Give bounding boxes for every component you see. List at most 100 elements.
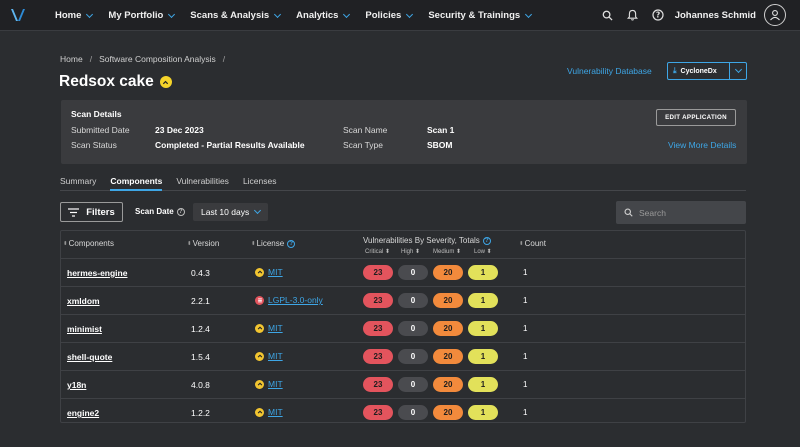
info-icon[interactable]: ? bbox=[176, 207, 185, 216]
sort-low[interactable]: Low ⬍ bbox=[474, 249, 492, 255]
component-link[interactable]: hermes-engine bbox=[67, 268, 128, 278]
critical-count-badge[interactable]: 23 bbox=[363, 293, 393, 308]
license-name: MIT bbox=[268, 267, 283, 277]
high-count-badge[interactable]: 0 bbox=[398, 265, 428, 280]
nav-analytics[interactable]: Analytics bbox=[296, 10, 351, 21]
search-icon[interactable] bbox=[597, 4, 619, 26]
breadcrumb-separator: / bbox=[89, 54, 93, 64]
component-count: 1 bbox=[523, 408, 528, 417]
license-link[interactable]: MIT bbox=[255, 267, 283, 277]
veracode-logo-icon[interactable] bbox=[10, 7, 26, 23]
medium-count-badge[interactable]: 20 bbox=[433, 265, 463, 280]
component-link[interactable]: xmldom bbox=[67, 296, 100, 306]
nav-home[interactable]: Home bbox=[55, 10, 94, 21]
user-name[interactable]: Johannes Schmid bbox=[674, 9, 756, 21]
page-title: Redsox cake bbox=[59, 73, 172, 91]
table-row[interactable]: shell-quote 1.5.4 MIT 23 0 20 1 1 bbox=[61, 342, 745, 370]
critical-count-badge[interactable]: 23 bbox=[363, 321, 393, 336]
component-link[interactable]: y18n bbox=[67, 380, 87, 390]
nav-policies[interactable]: Policies bbox=[365, 10, 414, 21]
expand-toggle-icon[interactable] bbox=[159, 76, 172, 88]
cyclonedx-download-button[interactable]: ⤓ CycloneDx bbox=[668, 63, 730, 79]
license-ok-icon bbox=[255, 351, 264, 361]
license-link[interactable]: MIT bbox=[255, 379, 283, 389]
column-header-count-label: Count bbox=[524, 239, 546, 248]
license-link[interactable]: MIT bbox=[255, 351, 283, 361]
high-count-badge[interactable]: 0 bbox=[398, 405, 428, 420]
cyclonedx-dropdown-toggle[interactable] bbox=[730, 65, 746, 74]
breadcrumb-home[interactable]: Home bbox=[60, 54, 83, 64]
nav-my-portfolio-label: My Portfolio bbox=[108, 10, 164, 21]
medium-count-badge[interactable]: 20 bbox=[433, 293, 463, 308]
column-header-license[interactable]: ⬍ License? bbox=[251, 239, 296, 248]
low-count-badge[interactable]: 1 bbox=[468, 321, 498, 336]
low-count-badge[interactable]: 1 bbox=[468, 405, 498, 420]
high-count-badge[interactable]: 0 bbox=[398, 293, 428, 308]
tab-licenses[interactable]: Licenses bbox=[242, 176, 277, 186]
avatar[interactable] bbox=[764, 4, 786, 26]
scan-date-select[interactable]: Last 10 days bbox=[193, 203, 268, 221]
medium-count-badge[interactable]: 20 bbox=[433, 405, 463, 420]
high-count-badge[interactable]: 0 bbox=[398, 321, 428, 336]
scan-date-text: Scan Date bbox=[135, 207, 174, 216]
critical-count-badge[interactable]: 23 bbox=[363, 265, 393, 280]
column-header-version[interactable]: ⬍ Version bbox=[187, 239, 219, 248]
table-row[interactable]: hermes-engine 0.4.3 MIT 23 0 20 1 1 bbox=[61, 258, 745, 286]
critical-count-badge[interactable]: 23 bbox=[363, 349, 393, 364]
nav-scans-analysis-label: Scans & Analysis bbox=[190, 10, 270, 21]
component-link[interactable]: minimist bbox=[67, 324, 102, 334]
high-count-badge[interactable]: 0 bbox=[398, 349, 428, 364]
low-count-badge[interactable]: 1 bbox=[468, 349, 498, 364]
info-icon[interactable]: ? bbox=[287, 239, 296, 248]
help-icon[interactable]: ? bbox=[647, 4, 669, 26]
tab-components[interactable]: Components bbox=[110, 176, 163, 191]
sort-icon: ⬍ bbox=[187, 240, 192, 247]
nav-security-trainings[interactable]: Security & Trainings bbox=[428, 10, 533, 21]
low-count-badge[interactable]: 1 bbox=[468, 293, 498, 308]
high-count-badge[interactable]: 0 bbox=[398, 377, 428, 392]
view-more-details-link[interactable]: View More Details bbox=[668, 140, 737, 150]
license-name: MIT bbox=[268, 407, 283, 417]
chevron-down-icon bbox=[168, 10, 176, 18]
license-ok-icon bbox=[255, 379, 264, 389]
component-link[interactable]: engine2 bbox=[67, 408, 100, 418]
critical-count-badge[interactable]: 23 bbox=[363, 377, 393, 392]
column-header-components[interactable]: ⬍ Components bbox=[63, 239, 114, 248]
filters-button[interactable]: Filters bbox=[60, 202, 123, 222]
tab-summary[interactable]: Summary bbox=[60, 176, 97, 186]
medium-count-badge[interactable]: 20 bbox=[433, 377, 463, 392]
medium-count-badge[interactable]: 20 bbox=[433, 321, 463, 336]
nav-scans-analysis[interactable]: Scans & Analysis bbox=[190, 10, 282, 21]
license-risk-icon bbox=[255, 295, 264, 305]
search-input[interactable] bbox=[639, 207, 739, 218]
critical-count-badge[interactable]: 23 bbox=[363, 405, 393, 420]
table-row[interactable]: engine2 1.2.2 MIT 23 0 20 1 1 bbox=[61, 398, 745, 426]
breadcrumb-sca[interactable]: Software Composition Analysis bbox=[99, 54, 216, 64]
sort-critical[interactable]: Critical ⬍ bbox=[365, 249, 391, 255]
bell-icon[interactable] bbox=[622, 4, 644, 26]
table-row[interactable]: minimist 1.2.4 MIT 23 0 20 1 1 bbox=[61, 314, 745, 342]
table-row[interactable]: xmldom 2.2.1 LGPL-3.0-only 23 0 20 1 1 bbox=[61, 286, 745, 314]
license-link[interactable]: MIT bbox=[255, 407, 283, 417]
license-link[interactable]: MIT bbox=[255, 323, 283, 333]
sort-medium[interactable]: Medium ⬍ bbox=[433, 249, 462, 255]
severity-medium-label: Medium bbox=[433, 249, 455, 255]
sort-high[interactable]: High ⬍ bbox=[401, 249, 421, 255]
sort-icon: ⬍ bbox=[251, 240, 256, 247]
low-count-badge[interactable]: 1 bbox=[468, 265, 498, 280]
table-row[interactable]: y18n 4.0.8 MIT 23 0 20 1 1 bbox=[61, 370, 745, 398]
column-header-count[interactable]: ⬍ Count bbox=[519, 239, 546, 248]
edit-application-button[interactable]: EDIT APPLICATION bbox=[656, 109, 736, 126]
license-ok-icon bbox=[255, 407, 264, 417]
license-ok-icon bbox=[255, 323, 264, 333]
component-link[interactable]: shell-quote bbox=[67, 352, 113, 362]
info-icon[interactable]: ? bbox=[482, 236, 491, 245]
vulnerability-database-link[interactable]: Vulnerability Database bbox=[567, 66, 652, 76]
nav-my-portfolio[interactable]: My Portfolio bbox=[108, 10, 176, 21]
low-count-badge[interactable]: 1 bbox=[468, 377, 498, 392]
medium-count-badge[interactable]: 20 bbox=[433, 349, 463, 364]
license-link[interactable]: LGPL-3.0-only bbox=[255, 295, 323, 305]
tab-vulnerabilities[interactable]: Vulnerabilities bbox=[176, 176, 229, 186]
license-name: MIT bbox=[268, 323, 283, 333]
chevron-down-icon bbox=[254, 206, 262, 215]
